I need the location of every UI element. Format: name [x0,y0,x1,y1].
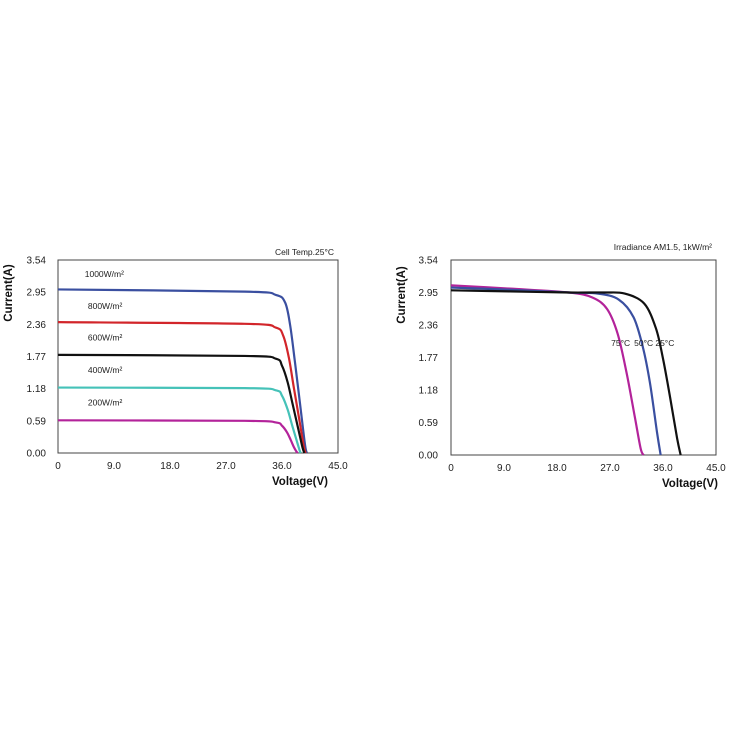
y-tick-label: 0.00 [27,449,47,460]
y-tick-label: 2.36 [27,320,47,331]
series-line-400w-m [57,386,302,454]
series-line-800w-m [57,321,307,454]
y-axis-title: Current(A) [3,264,15,322]
series-line-600w-m [57,353,306,454]
series-label-400w-m: 400W/m² [88,365,123,375]
x-tick-label: 0 [55,461,61,472]
x-tick-label: 36.0 [272,461,292,472]
series-label-200w-m: 200W/m² [88,398,123,408]
chart-temperature: Irradiance AM1.5, 1kW/m² 0.00 0.59 1.18 1.77… [396,242,726,490]
y-tick-label: 2.95 [27,288,47,299]
series-label-600w-m: 600W/m² [88,333,123,343]
x-tick-label: 9.0 [497,463,511,474]
series-label-1000w-m: 1000W/m² [85,269,124,279]
series-line-200w-m [57,419,299,454]
x-tick-label: 27.0 [216,461,236,472]
series-label-75-c: 75°C [611,338,630,348]
plot-frame-irradiance [57,259,339,454]
plot-frame-temperature [450,259,717,456]
y-tick-label: 2.95 [419,288,439,299]
y-tick-label: 0.59 [419,418,439,429]
y-tick-label: 3.54 [419,256,439,267]
y-tick-label: 3.54 [27,256,47,267]
series-label-25-c: 25°C [655,338,674,348]
y-tick-label: 0.59 [27,416,47,427]
y-tick-label: 1.18 [419,386,439,397]
x-tick-label: 36.0 [653,463,673,474]
x-tick-label: 27.0 [600,463,620,474]
x-tick-label: 18.0 [547,463,567,474]
x-tick-label: 45.0 [706,463,726,474]
series-line-50-c [450,286,662,456]
series-line-1000w-m [57,288,308,454]
annotation-temperature: Irradiance AM1.5, 1kW/m² [614,242,712,252]
series-label-800w-m: 800W/m² [88,301,123,311]
annotation-irradiance: Cell Temp.25°C [275,247,334,257]
x-axis-title: Voltage(V) [662,478,718,490]
y-tick-label: 2.36 [419,321,439,332]
x-tick-label: 45.0 [328,461,348,472]
y-axis-title: Current(A) [396,266,408,324]
x-tick-label: 9.0 [107,461,121,472]
series-line-75-c [450,284,645,456]
y-tick-label: 0.00 [419,451,439,462]
x-tick-label: 18.0 [160,461,180,472]
chart-irradiance: Cell Temp.25°C 0.00 0.59 1.18 1.77 2.36 2.95 3.… [3,247,348,488]
y-tick-label: 1.18 [27,384,47,395]
x-axis-title: Voltage(V) [272,476,328,488]
y-tick-label: 1.77 [27,352,47,363]
series-label-50-c: 50°C [634,338,653,348]
series-line-25-c [450,289,682,456]
y-tick-label: 1.77 [419,353,439,364]
x-tick-label: 0 [448,463,454,474]
